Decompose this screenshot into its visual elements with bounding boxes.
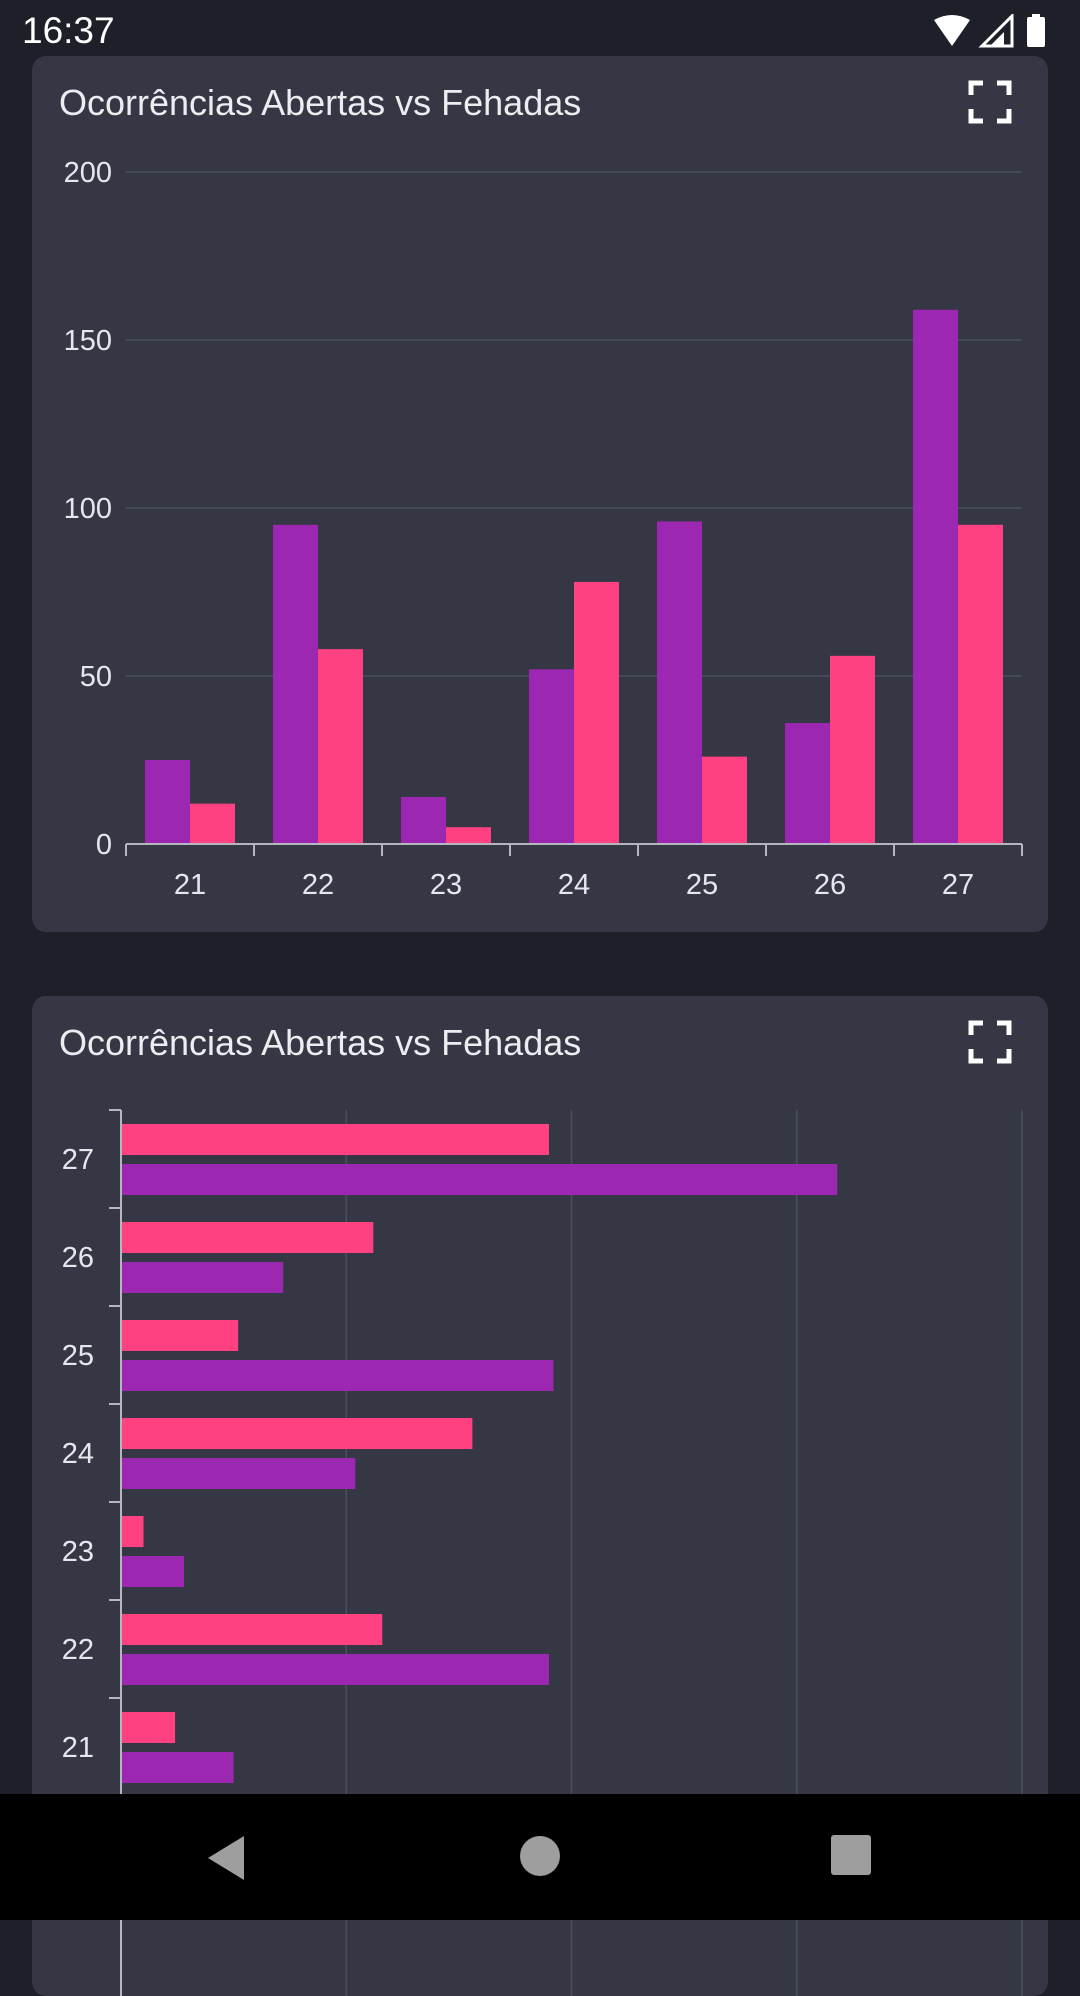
bar [145, 760, 190, 844]
chart-card-vertical: 0 50 100 150 200 21 22 23 24 25 26 27 Ocorrências A… [32, 56, 1048, 932]
y-tick-label: 150 [64, 325, 112, 357]
bar [121, 1654, 549, 1685]
home-icon[interactable] [518, 1834, 562, 1878]
horizontal-bar-chart: 27 26 25 24 23 22 21 [62, 1109, 1023, 1996]
y-tick-label: 25 [62, 1340, 94, 1372]
x-tick-label: 27 [942, 869, 974, 901]
x-tick-label: 26 [814, 869, 846, 901]
x-tick-label: 23 [430, 869, 462, 901]
bar [190, 803, 235, 844]
bar [121, 1556, 185, 1587]
y-tick-label: 100 [64, 493, 112, 525]
bar [121, 1458, 356, 1489]
y-tick-label: 22 [62, 1634, 94, 1666]
navigation-bar [0, 1794, 1080, 1920]
bar [702, 756, 747, 844]
bar [121, 1614, 383, 1645]
fullscreen-icon[interactable] [968, 1020, 1012, 1064]
bar [574, 581, 619, 844]
bar [958, 524, 1003, 844]
bar [273, 524, 318, 844]
fullscreen-icon[interactable] [968, 80, 1012, 124]
x-tick-label: 24 [558, 869, 590, 901]
bar [657, 521, 702, 844]
bar [785, 723, 830, 844]
recents-icon[interactable] [830, 1834, 872, 1876]
bar [913, 309, 958, 844]
status-icons [934, 14, 1045, 48]
bar [121, 1360, 554, 1391]
battery-icon [1027, 14, 1045, 47]
chart-title: Ocorrências Abertas vs Fehadas [59, 1022, 582, 1063]
x-tick-label: 21 [174, 869, 206, 901]
bar [446, 827, 491, 844]
y-tick-label: 21 [62, 1732, 94, 1764]
y-tick-label: 50 [80, 661, 112, 693]
wifi-icon [934, 15, 970, 46]
bar [121, 1418, 473, 1449]
bar [529, 669, 574, 844]
back-icon[interactable] [204, 1834, 252, 1882]
bar [121, 1516, 144, 1547]
x-tick-label: 25 [686, 869, 718, 901]
bar [401, 796, 446, 844]
bar [121, 1262, 284, 1293]
bar [121, 1712, 176, 1743]
status-bar: 16:37 [0, 0, 1080, 60]
bar [121, 1164, 838, 1195]
y-tick-label: 24 [62, 1438, 94, 1470]
y-tick-label: 26 [62, 1242, 94, 1274]
y-tick-label: 27 [62, 1144, 94, 1176]
chart-title: Ocorrências Abertas vs Fehadas [59, 82, 582, 123]
y-tick-label: 0 [96, 829, 112, 861]
vertical-bar-chart: 0 50 100 150 200 21 22 23 24 25 26 27 [64, 157, 1023, 901]
y-tick-label: 23 [62, 1536, 94, 1568]
signal-icon [978, 14, 1014, 48]
bar [121, 1320, 239, 1351]
status-time: 16:37 [22, 10, 115, 51]
bar [830, 655, 875, 844]
x-tick-label: 22 [302, 869, 334, 901]
bar [318, 649, 363, 844]
bar [121, 1124, 549, 1155]
bar [121, 1222, 374, 1253]
bar [121, 1752, 234, 1783]
y-tick-label: 200 [64, 157, 112, 189]
